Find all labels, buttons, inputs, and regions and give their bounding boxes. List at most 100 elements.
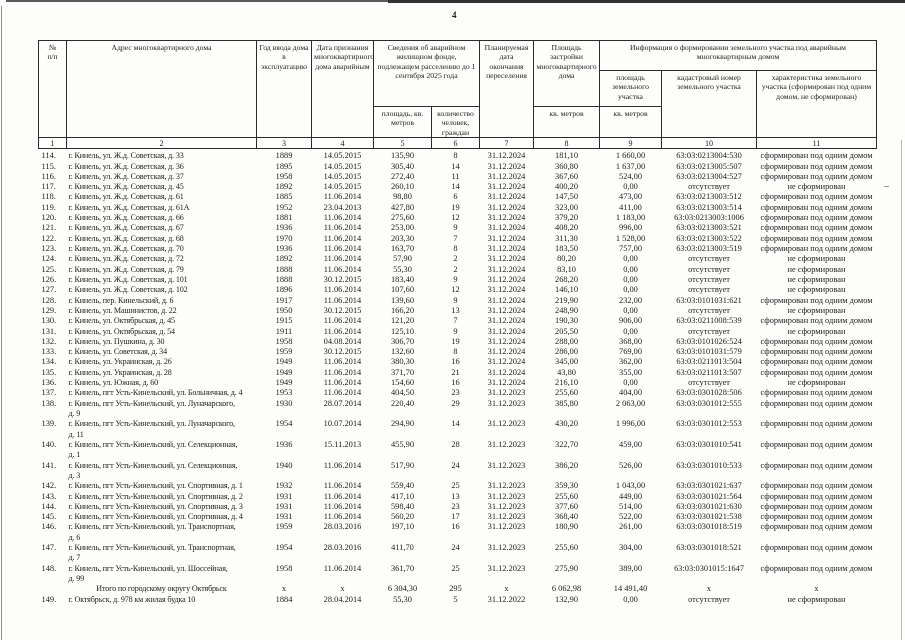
cell-land-status: сформирован под одним домом <box>760 439 873 449</box>
header-area-sqm: площадь, кв. метров <box>373 105 432 139</box>
cell-row-number: 133. <box>41 347 57 357</box>
cell-year-built: 1958 <box>275 563 293 573</box>
cell-area-sqm: 107,60 <box>390 285 415 295</box>
cell-land-status: не сформирован <box>787 378 846 388</box>
cell-row-number: 139. <box>41 419 57 429</box>
cell-row-number: 121. <box>41 223 57 233</box>
cell-row-number: 140. <box>41 439 57 449</box>
cell-land-area: 996,00 <box>619 223 643 233</box>
cell-address: г. Кинель, пгт Усть-Кинельский, ул. Спор… <box>68 512 243 522</box>
table-row: 131. г. Кинель, ул. Октябрьская, д. 54 191… <box>39 327 877 337</box>
cell-people-count: 7 <box>453 233 458 243</box>
cell-land-status: не сформирован <box>787 594 846 604</box>
cell-year-built: 1958 <box>275 171 293 181</box>
cell-people-count: 8 <box>453 151 458 161</box>
cell-row-number: 145. <box>41 512 57 522</box>
cell-row-number <box>39 584 67 594</box>
cell-date-recognized: 11.06.2014 <box>323 388 362 398</box>
cell-land-area: 0,00 <box>623 378 638 388</box>
cell-cadastre-number: 63:03:0301010:533 <box>676 460 742 470</box>
cell-year-built: 1881 <box>275 213 293 223</box>
cell-address: г. Кинель, ул. Ж.д. Советская, д. 79 <box>68 264 184 274</box>
cell-year-built: 1949 <box>275 357 293 367</box>
cell-date-recognized: 11.06.2014 <box>323 357 362 367</box>
cell-cadastre-number: 63:03:0213004:530 <box>676 151 742 161</box>
cell-cadastre-number: 63:03:0301012:553 <box>676 419 742 429</box>
cell-land-area: 14 491,40 <box>613 584 648 594</box>
cell-address: г. Кинель, ул. Южная, д. 60 <box>68 378 159 388</box>
header-land-area-unit: кв. метров <box>599 105 663 139</box>
cell-address: г. Кинель, пгт Усть-Кинельский, ул. Селе… <box>68 460 238 480</box>
cell-address: г. Кинель, пгт Усть-Кинельский, ул. Селе… <box>68 439 238 460</box>
cell-land-area: 1 637,00 <box>615 161 646 171</box>
cell-area-sqm: 294,90 <box>390 419 415 429</box>
cell-date-recognized: 30.12.2015 <box>323 274 362 284</box>
header-address: Адрес многоквартирного дома <box>66 39 257 139</box>
cell-cadastre-number: отсутствует <box>688 285 730 295</box>
cell-cadastre-number: 63:03:0301028:506 <box>676 388 742 398</box>
cell-row-number: 135. <box>41 367 57 377</box>
cell-resettlement-deadline: 31.12.2024 <box>487 347 526 357</box>
cell-address: г. Кинель, ул. Ж.д. Советская, д. 66 <box>68 213 184 223</box>
cell-area-sqm: 197,10 <box>390 522 415 532</box>
cell-resettlement-deadline: 31.12.2023 <box>487 563 526 573</box>
cell-year-built: 1931 <box>275 501 293 511</box>
cell-cadastre-number: 63:03:0213003:522 <box>676 233 742 243</box>
totals-row: Итого по городскому округу Октябрьск х х 6 … <box>39 584 877 594</box>
cell-date-recognized: 11.06.2014 <box>323 501 362 511</box>
cell-resettlement-deadline: 31.12.2024 <box>487 161 526 171</box>
cell-building-area: 286,00 <box>555 347 579 357</box>
cell-resettlement-deadline: 31.12.2024 <box>487 264 526 274</box>
table-row: 118. г. Кинель, ул. Ж.д. Советская, д. 61… <box>39 192 877 202</box>
cell-date-recognized: 14.05.2015 <box>323 151 362 161</box>
cell-date-recognized: 11.06.2014 <box>323 295 362 305</box>
cell-cadastre-number: 63:03:0213003:1006 <box>674 213 744 223</box>
cell-date-recognized: 11.06.2014 <box>323 481 362 491</box>
cell-land-area: 449,00 <box>619 491 643 501</box>
cell-people-count: 8 <box>453 244 458 254</box>
cell-area-sqm: 380,30 <box>390 357 415 367</box>
cell-area-sqm: 427,80 <box>390 202 415 212</box>
cell-building-area: 268,20 <box>555 274 579 284</box>
cell-address: г. Кинель, пгт Усть-Кинельский, ул. Тран… <box>68 522 236 542</box>
cell-area-sqm: 135,90 <box>390 151 415 161</box>
cell-land-status: сформирован под одним домом <box>760 398 873 408</box>
cell-land-area: 2 063,00 <box>615 398 646 408</box>
table-row: 140. г. Кинель, пгт Усть-Кинельский, ул. … <box>39 440 877 461</box>
cell-area-sqm: 305,40 <box>390 161 415 171</box>
cell-resettlement-deadline: 31.12.2024 <box>487 316 526 326</box>
cell-date-recognized: 23.04.2013 <box>323 202 362 212</box>
header-emergency-fund-group: Сведения об аварийном жилищном фонде, по… <box>372 40 481 107</box>
cell-resettlement-deadline: 31.12.2023 <box>487 388 526 398</box>
cell-building-area: 181,10 <box>555 151 579 161</box>
cell-resettlement-deadline: 31.12.2024 <box>487 202 526 212</box>
cell-year-built: 1888 <box>275 264 293 274</box>
cell-year-built: 1954 <box>275 543 293 553</box>
cell-year-built: 1959 <box>275 522 293 532</box>
cell-area-sqm: 139,60 <box>390 295 415 305</box>
cell-row-number: 117. <box>41 182 56 192</box>
cell-resettlement-deadline: 31.12.2022 <box>487 594 526 604</box>
cell-building-area: 219,90 <box>555 295 579 305</box>
cell-land-area: 0,00 <box>623 326 638 336</box>
cell-resettlement-deadline: 31.12.2024 <box>487 285 526 295</box>
cell-year-built: 1952 <box>275 202 293 212</box>
cell-building-area: 368,40 <box>555 512 579 522</box>
cell-resettlement-deadline: 31.12.2024 <box>487 254 526 264</box>
cell-year-built: х <box>281 584 287 594</box>
cell-address: г. Кинель, ул. Украинская, д. 28 <box>68 367 172 377</box>
cell-year-built: 1915 <box>275 316 293 326</box>
cell-resettlement-deadline: 31.12.2023 <box>487 419 526 429</box>
cell-address: г. Кинель, пгт Усть-Кинельский, ул. Боль… <box>68 388 243 398</box>
cell-land-status: сформирован под одним домом <box>760 460 873 470</box>
header-year-built: Год ввода дома в эксплуатацию <box>256 39 312 139</box>
cell-cadastre-number: 63:03:0301018:521 <box>676 543 742 553</box>
header-land-area: площадь земельного участка <box>599 70 663 107</box>
table-row: 121. г. Кинель, ул. Ж.д. Советская, д. 67… <box>39 223 877 233</box>
cell-address: г. Кинель, ул. Ж.д. Советская, д. 61 <box>68 192 184 202</box>
cell-resettlement-deadline: 31.12.2024 <box>487 378 526 388</box>
cell-address: г. Кинель, ул. Ж.д. Советская, д. 33 <box>68 151 184 161</box>
header-people-count: количество человек, граждан <box>430 105 481 139</box>
cell-row-number: 147. <box>41 543 57 553</box>
cell-year-built: 1936 <box>275 439 293 449</box>
